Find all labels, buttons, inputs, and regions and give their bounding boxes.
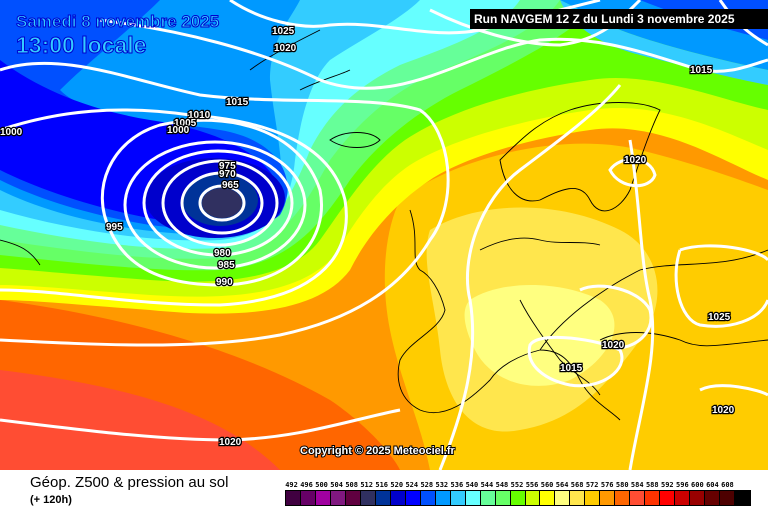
legend-label: 560	[540, 481, 554, 489]
legend-swatch	[555, 491, 571, 505]
legend-label: 532	[435, 481, 449, 489]
legend-label: 512	[360, 481, 373, 489]
legend-swatch	[315, 491, 331, 505]
legend-label: 520	[390, 481, 404, 489]
legend-swatch	[585, 491, 601, 505]
legend-label: 604	[706, 481, 719, 489]
isobar-label: 1000	[167, 125, 190, 136]
legend-label: 572	[585, 481, 599, 489]
map-footer: Géop. Z500 & pression au sol (+ 120h) 49…	[0, 470, 768, 512]
legend-swatch	[360, 491, 376, 505]
isobar-label: 970	[219, 169, 236, 180]
isobar-label: 975	[219, 161, 236, 172]
isobar-label: 1025	[708, 312, 731, 323]
legend-swatch	[615, 491, 631, 505]
isobar-label: 985	[218, 260, 235, 271]
legend-swatch	[540, 491, 556, 505]
legend-label: 608	[721, 481, 734, 489]
isobar-label: 1020	[602, 340, 625, 351]
legend-label: 556	[525, 481, 539, 489]
pressure-map: 1025 1020 1015 1015 1010 1005 1000 1000 …	[0, 0, 768, 470]
legend-swatch	[330, 491, 346, 505]
isobar-label: 990	[216, 277, 233, 288]
legend-swatch	[510, 491, 526, 505]
map-title: Géop. Z500 & pression au sol	[30, 474, 229, 491]
legend-swatch	[300, 491, 316, 505]
isobar-label: 1025	[272, 26, 295, 37]
isobar-label: 980	[214, 248, 231, 259]
model-run-info: Run NAVGEM 12 Z du Lundi 3 novembre 2025	[470, 9, 768, 29]
isobar-labels: 1025 1020 1015 1015 1010 1005 1000 1000 …	[0, 25, 736, 450]
legend-label: 496	[300, 481, 313, 489]
legend-label: 528	[420, 481, 434, 489]
legend-label: 492	[285, 481, 298, 489]
isobar-label: 995	[106, 222, 123, 233]
legend-swatch	[660, 491, 676, 505]
legend-swatch	[645, 491, 661, 505]
legend-swatch	[480, 491, 496, 505]
color-legend	[285, 490, 751, 506]
legend-swatch	[600, 491, 616, 505]
legend-swatch	[450, 491, 466, 505]
legend-swatch	[345, 491, 361, 505]
legend-swatch	[570, 491, 586, 505]
isobar-label: 1015	[226, 97, 249, 108]
legend-label: 540	[465, 481, 479, 489]
isobar-label: 1020	[274, 43, 297, 54]
legend-swatch	[690, 491, 706, 505]
legend-label: 508	[345, 481, 358, 489]
z500-fill-536-northeast	[560, 0, 768, 85]
legend-label: 500	[315, 481, 328, 489]
legend-swatch	[420, 491, 436, 505]
isobar-label: 1020	[624, 155, 647, 166]
legend-labels: 492 496 500 504 508 512 516 520 524 528 532 536 540 5…	[284, 481, 754, 491]
forecast-lead-time: (+ 120h)	[30, 494, 72, 506]
isobar-label: 965	[222, 180, 239, 191]
isobars	[0, 0, 768, 470]
legend-label: 504	[330, 481, 343, 489]
z500-fill-512	[202, 188, 242, 218]
isobar-label: 1020	[712, 405, 735, 416]
legend-swatch	[390, 491, 406, 505]
legend-swatch	[735, 491, 751, 505]
legend-label: 568	[570, 481, 584, 489]
isobar-label: 1010	[188, 110, 211, 121]
legend-label: 580	[615, 481, 629, 489]
legend-label: 564	[555, 481, 569, 489]
legend-label: 600	[691, 481, 704, 489]
legend-label: 596	[676, 481, 689, 489]
z500-fill-584	[0, 370, 280, 470]
legend-label: 536	[450, 481, 464, 489]
legend-label: 544	[480, 481, 494, 489]
isobar-label: 1015	[560, 363, 583, 374]
legend-swatch	[465, 491, 481, 505]
isobar-label: 1000	[0, 127, 23, 138]
legend-swatch	[630, 491, 646, 505]
copyright-notice: Copyright © 2025 Meteociel.fr	[300, 445, 456, 457]
coastlines	[0, 29, 768, 421]
legend-swatch	[705, 491, 721, 505]
legend-swatch	[375, 491, 391, 505]
forecast-time: 13:00 locale	[15, 32, 147, 59]
forecast-date: Samedi 8 novembre 2025	[15, 12, 220, 32]
legend-swatch	[495, 491, 511, 505]
isobar-label: 1020	[219, 437, 242, 448]
legend-label: 584	[630, 481, 644, 489]
isobar-label: 1005	[174, 118, 197, 129]
isobar-label: 1015	[690, 65, 713, 76]
legend-label: 524	[405, 481, 419, 489]
legend-swatch	[525, 491, 541, 505]
legend-label: 516	[375, 481, 389, 489]
legend-label: 592	[660, 481, 674, 489]
legend-swatch	[286, 491, 301, 505]
legend-label: 552	[510, 481, 524, 489]
legend-label: 548	[495, 481, 509, 489]
legend-label: 576	[600, 481, 614, 489]
legend-swatch	[675, 491, 691, 505]
legend-swatch	[720, 491, 736, 505]
legend-swatch	[405, 491, 421, 505]
legend-swatch	[435, 491, 451, 505]
legend-label: 588	[645, 481, 659, 489]
